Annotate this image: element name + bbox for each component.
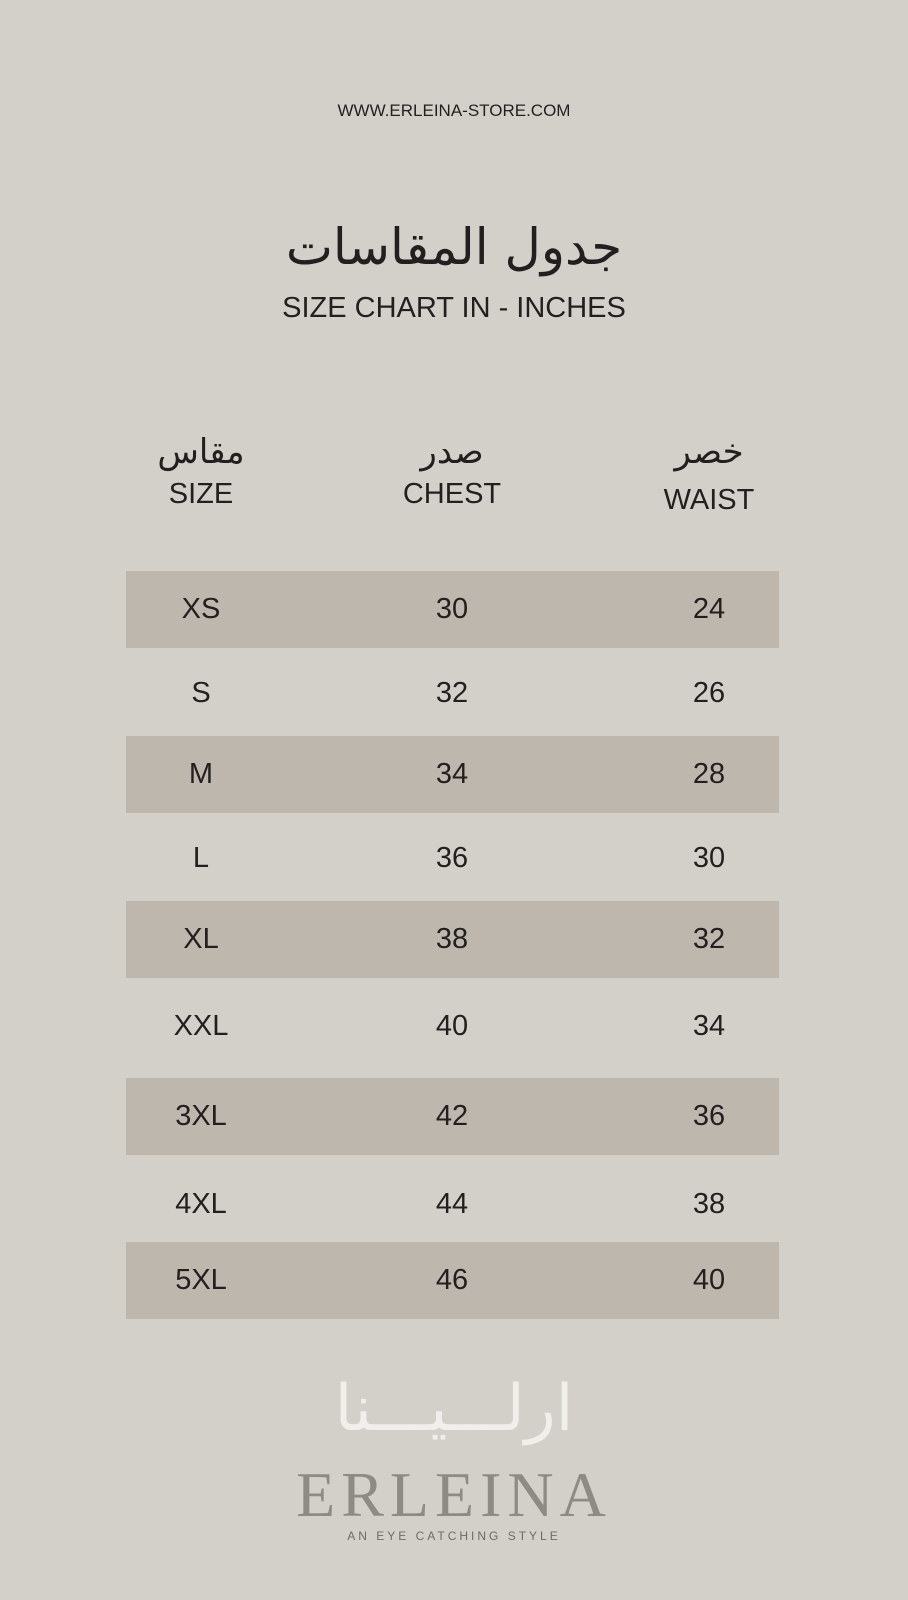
- cell-waist: 34: [692, 1010, 726, 1042]
- header-size-en: SIZE: [168, 478, 234, 510]
- table-row: M 34 28: [126, 736, 779, 813]
- cell-size: M: [188, 758, 214, 790]
- header-size-ar: مقاس: [157, 432, 245, 472]
- cell-size: L: [192, 842, 210, 874]
- cell-waist: 32: [692, 923, 726, 955]
- cell-chest: 44: [435, 1188, 469, 1220]
- website-url: WWW.ERLEINA-STORE.COM: [337, 101, 571, 120]
- logo-wordmark: ERLEINA: [296, 1459, 612, 1530]
- table-row: S 32 26: [126, 655, 779, 732]
- cell-size: 3XL: [175, 1100, 227, 1132]
- header-chest-ar: صدر: [420, 432, 484, 472]
- header-size: مقاس SIZE: [81, 432, 321, 511]
- cell-chest: 32: [435, 677, 469, 709]
- cell-size: XL: [183, 923, 219, 955]
- cell-chest: 34: [435, 758, 469, 790]
- cell-waist: 24: [692, 593, 726, 625]
- cell-chest: 30: [435, 593, 469, 625]
- header-chest: صدر CHEST: [332, 432, 572, 511]
- cell-chest: 42: [435, 1100, 469, 1132]
- cell-size: 5XL: [175, 1264, 227, 1296]
- header-waist-ar: خصر: [674, 432, 744, 472]
- header-waist: خصر WAIST: [589, 432, 829, 517]
- table-row: 3XL 42 36: [126, 1078, 779, 1155]
- table-row: 4XL 44 38: [126, 1166, 779, 1243]
- title-arabic: جدول المقاسات: [285, 218, 623, 276]
- cell-size: XS: [181, 593, 221, 625]
- table-row: XXL 40 34: [126, 988, 779, 1065]
- table-row: XL 38 32: [126, 901, 779, 978]
- cell-chest: 40: [435, 1010, 469, 1042]
- cell-waist: 38: [692, 1188, 726, 1220]
- table-row: 5XL 46 40: [126, 1242, 779, 1319]
- header-chest-en: CHEST: [402, 478, 502, 510]
- cell-waist: 30: [692, 842, 726, 874]
- cell-chest: 36: [435, 842, 469, 874]
- table-row: L 36 30: [126, 820, 779, 897]
- cell-size: 4XL: [175, 1188, 227, 1220]
- cell-size: XXL: [173, 1010, 229, 1042]
- cell-waist: 28: [692, 758, 726, 790]
- cell-chest: 46: [435, 1264, 469, 1296]
- cell-waist: 36: [692, 1100, 726, 1132]
- header-waist-en: WAIST: [663, 484, 755, 516]
- title-english: SIZE CHART IN - INCHES: [282, 292, 626, 324]
- logo-arabic: ارلـــيـــنا: [334, 1372, 574, 1446]
- cell-waist: 40: [692, 1264, 726, 1296]
- cell-chest: 38: [435, 923, 469, 955]
- cell-waist: 26: [692, 677, 726, 709]
- logo-tagline: AN EYE CATCHING STYLE: [347, 1529, 561, 1543]
- cell-size: S: [191, 677, 211, 709]
- table-row: XS 30 24: [126, 571, 779, 648]
